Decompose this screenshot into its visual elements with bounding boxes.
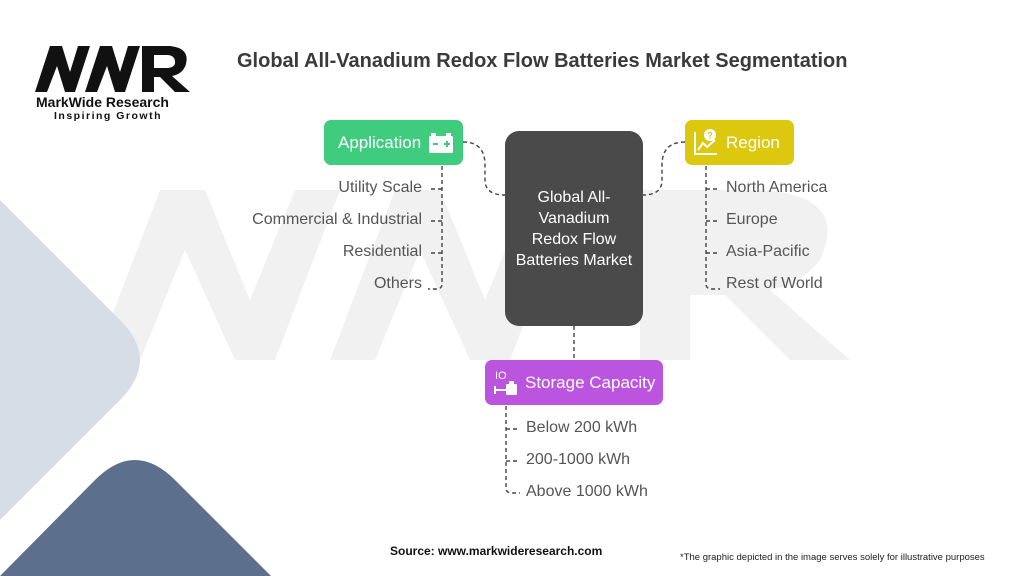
chart-growth-icon: ?	[694, 129, 717, 155]
logo-mark	[35, 46, 190, 92]
disclaimer-text: *The graphic depicted in the image serve…	[680, 552, 985, 563]
segment-storage-capacity: IO Storage Capacity	[485, 360, 663, 405]
region-item-2: Europe	[726, 211, 778, 228]
storage-item-2: 200-1000 kWh	[526, 451, 631, 468]
svg-text:?: ?	[707, 131, 713, 141]
connector-region	[642, 141, 686, 196]
segment-application-label: Application	[338, 132, 422, 152]
storage-item-1: Below 200 kWh	[526, 419, 638, 436]
tree-storage	[505, 406, 520, 494]
page-title: Global All-Vanadium Redox Flow Batteries…	[237, 50, 848, 72]
battery-icon	[429, 133, 453, 153]
logo: MarkWide Research Inspiring Growth	[30, 40, 200, 122]
connector-application	[462, 141, 506, 196]
region-item-1: North America	[726, 179, 828, 196]
segment-application: Application	[324, 120, 463, 165]
application-item-4: Others	[373, 275, 422, 292]
region-item-4: Rest of World	[726, 275, 823, 292]
segment-storage-capacity-label: Storage Capacity	[525, 372, 656, 392]
brand-name: MarkWide Research	[36, 94, 169, 110]
segment-region-label: Region	[726, 132, 780, 152]
storage-item-3: Above 1000 kWh	[526, 483, 648, 500]
segment-region: ? Region	[685, 120, 794, 165]
brand-tagline: Inspiring Growth	[54, 110, 162, 122]
application-item-1: Utility Scale	[338, 179, 422, 196]
application-item-3: Residential	[342, 243, 422, 260]
tree-region	[705, 166, 720, 290]
source-text: Source: www.markwideresearch.com	[390, 544, 603, 558]
region-item-3: Asia-Pacific	[726, 243, 810, 260]
bg-shape-dark	[0, 460, 271, 576]
application-item-2: Commercial & Industrial	[252, 211, 422, 228]
tree-application	[428, 166, 443, 290]
storage-capacity-icon: IO	[494, 370, 517, 395]
center-label: Global All-Vanadium Redox Flow Batteries…	[515, 188, 633, 269]
center-node: Global All-Vanadium Redox Flow Batteries…	[505, 131, 643, 326]
bg-shape-large	[0, 200, 140, 520]
storage-icon-text: IO	[495, 370, 507, 382]
